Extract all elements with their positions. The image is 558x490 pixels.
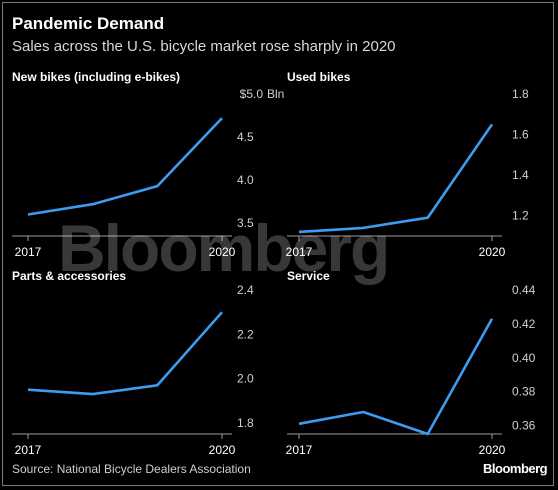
y-tick-label: 1.2 [512, 209, 529, 223]
x-tick-label: 2017 [15, 245, 42, 259]
y-tick-label: 4.0 [237, 173, 254, 187]
y-tick-label: 3.5 [237, 216, 254, 230]
x-tick-label: 2020 [209, 245, 236, 259]
unit-label: Bln [267, 87, 284, 101]
source-note: Source: National Bicycle Dealers Associa… [12, 462, 251, 476]
y-tick-label: 1.8 [237, 416, 254, 430]
panel-3: Parts & accessories 1.8 2.0 2.2 2.4 2017 2020 [12, 269, 254, 457]
y-tick-label: 4.5 [237, 130, 254, 144]
y-tick-label: 2.0 [237, 372, 254, 386]
y-tick-label: 0.42 [512, 317, 536, 331]
y-tick-label: 1.4 [512, 168, 529, 182]
chart-title: Pandemic Demand [12, 14, 165, 33]
y-tick-label: 0.36 [512, 419, 536, 433]
series-line [298, 318, 494, 436]
x-tick-label: 2017 [15, 443, 42, 457]
brand-logo: Bloomberg [483, 461, 548, 476]
series-line [298, 123, 494, 234]
panel-title: Service [287, 269, 330, 283]
y-tick-label: 2.4 [237, 283, 254, 297]
y-tick-label: 0.38 [512, 385, 536, 399]
panel-title: Parts & accessories [12, 269, 126, 283]
panel-title: New bikes (including e-bikes) [12, 70, 180, 84]
watermark: Bloomberg [58, 211, 388, 285]
x-tick-label: 2017 [286, 245, 313, 259]
panel-1: New bikes (including e-bikes) 3.5 4.0 4.5 $5… [12, 70, 284, 259]
x-tick-label: 2017 [286, 443, 313, 457]
panel-title: Used bikes [287, 70, 351, 84]
y-tick-label: 0.40 [512, 351, 536, 365]
panel-2: Used bikes 1.2 1.4 1.6 1.8 2017 2020 [286, 70, 529, 259]
y-tick-label: 1.8 [512, 87, 529, 101]
y-tick-label: 0.44 [512, 283, 536, 297]
y-tick-label: 2.2 [237, 327, 254, 341]
y-tick-label: $5.0 [240, 87, 264, 101]
x-tick-label: 2020 [479, 245, 506, 259]
panel-4: Service 0.36 0.38 0.40 0.42 0.44 2017 2020 [286, 269, 536, 457]
chart-frame [2, 2, 554, 486]
series-line [27, 311, 223, 396]
y-tick-label: 1.6 [512, 128, 529, 142]
x-tick-label: 2020 [479, 443, 506, 457]
x-tick-label: 2020 [209, 443, 236, 457]
chart-subtitle: Sales across the U.S. bicycle market ros… [12, 38, 396, 55]
series-line [27, 117, 223, 216]
